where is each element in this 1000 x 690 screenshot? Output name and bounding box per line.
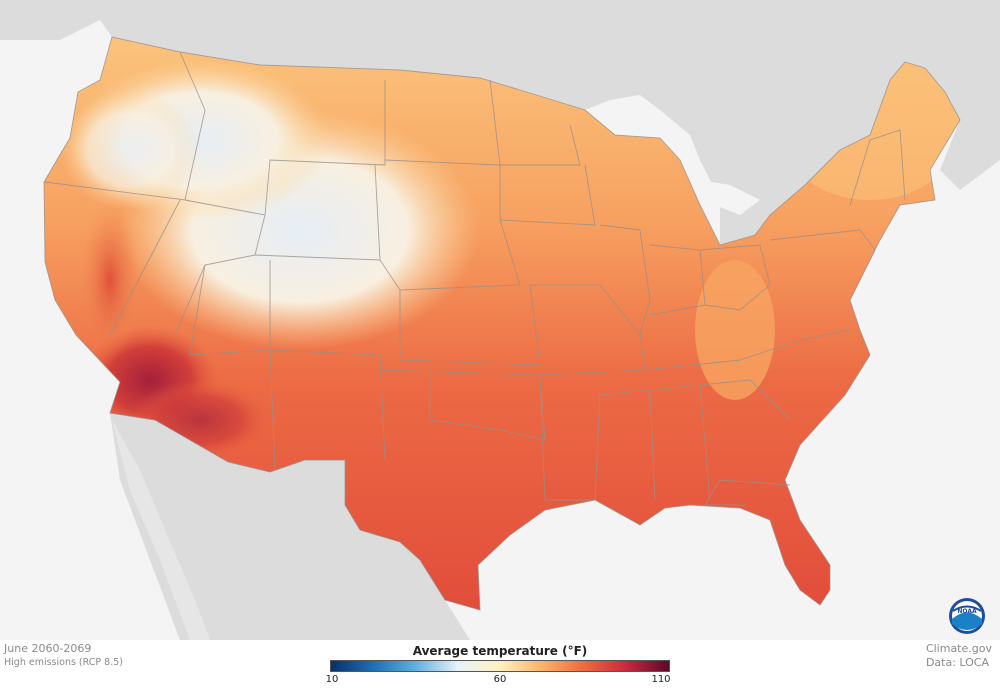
legend-tick-max: 110 <box>651 674 671 685</box>
scenario-label: High emissions (RCP 8.5) <box>4 657 123 668</box>
legend-tick-mid: 60 <box>493 674 507 685</box>
state-borders <box>43 36 961 611</box>
legend-title: Average temperature (°F) <box>412 644 588 658</box>
credit-data: Data: LOCA <box>925 656 990 669</box>
period-label: June 2060-2069 <box>4 642 92 655</box>
map-caption: June 2060-2069 High emissions (RCP 8.5) <box>4 642 123 670</box>
usa-temperature-map: NOAA <box>0 0 1000 640</box>
mexico-landmass <box>110 413 470 640</box>
baja-peninsula <box>112 420 210 640</box>
map-canvas: NOAA <box>0 0 1000 640</box>
noaa-logo-text: NOAA <box>957 608 977 615</box>
canada-landmass <box>0 0 1000 245</box>
legend-ticks: 10 60 110 <box>326 672 671 686</box>
temperature-legend: Average temperature (°F) 10 60 110 <box>326 643 671 686</box>
legend-tick-min: 10 <box>325 674 339 685</box>
legend-color-ramp <box>330 660 670 672</box>
noaa-seal-icon: NOAA <box>949 598 985 634</box>
map-credits: Climate.gov Data: LOCA <box>926 642 992 670</box>
credit-source: Climate.gov <box>925 642 992 655</box>
